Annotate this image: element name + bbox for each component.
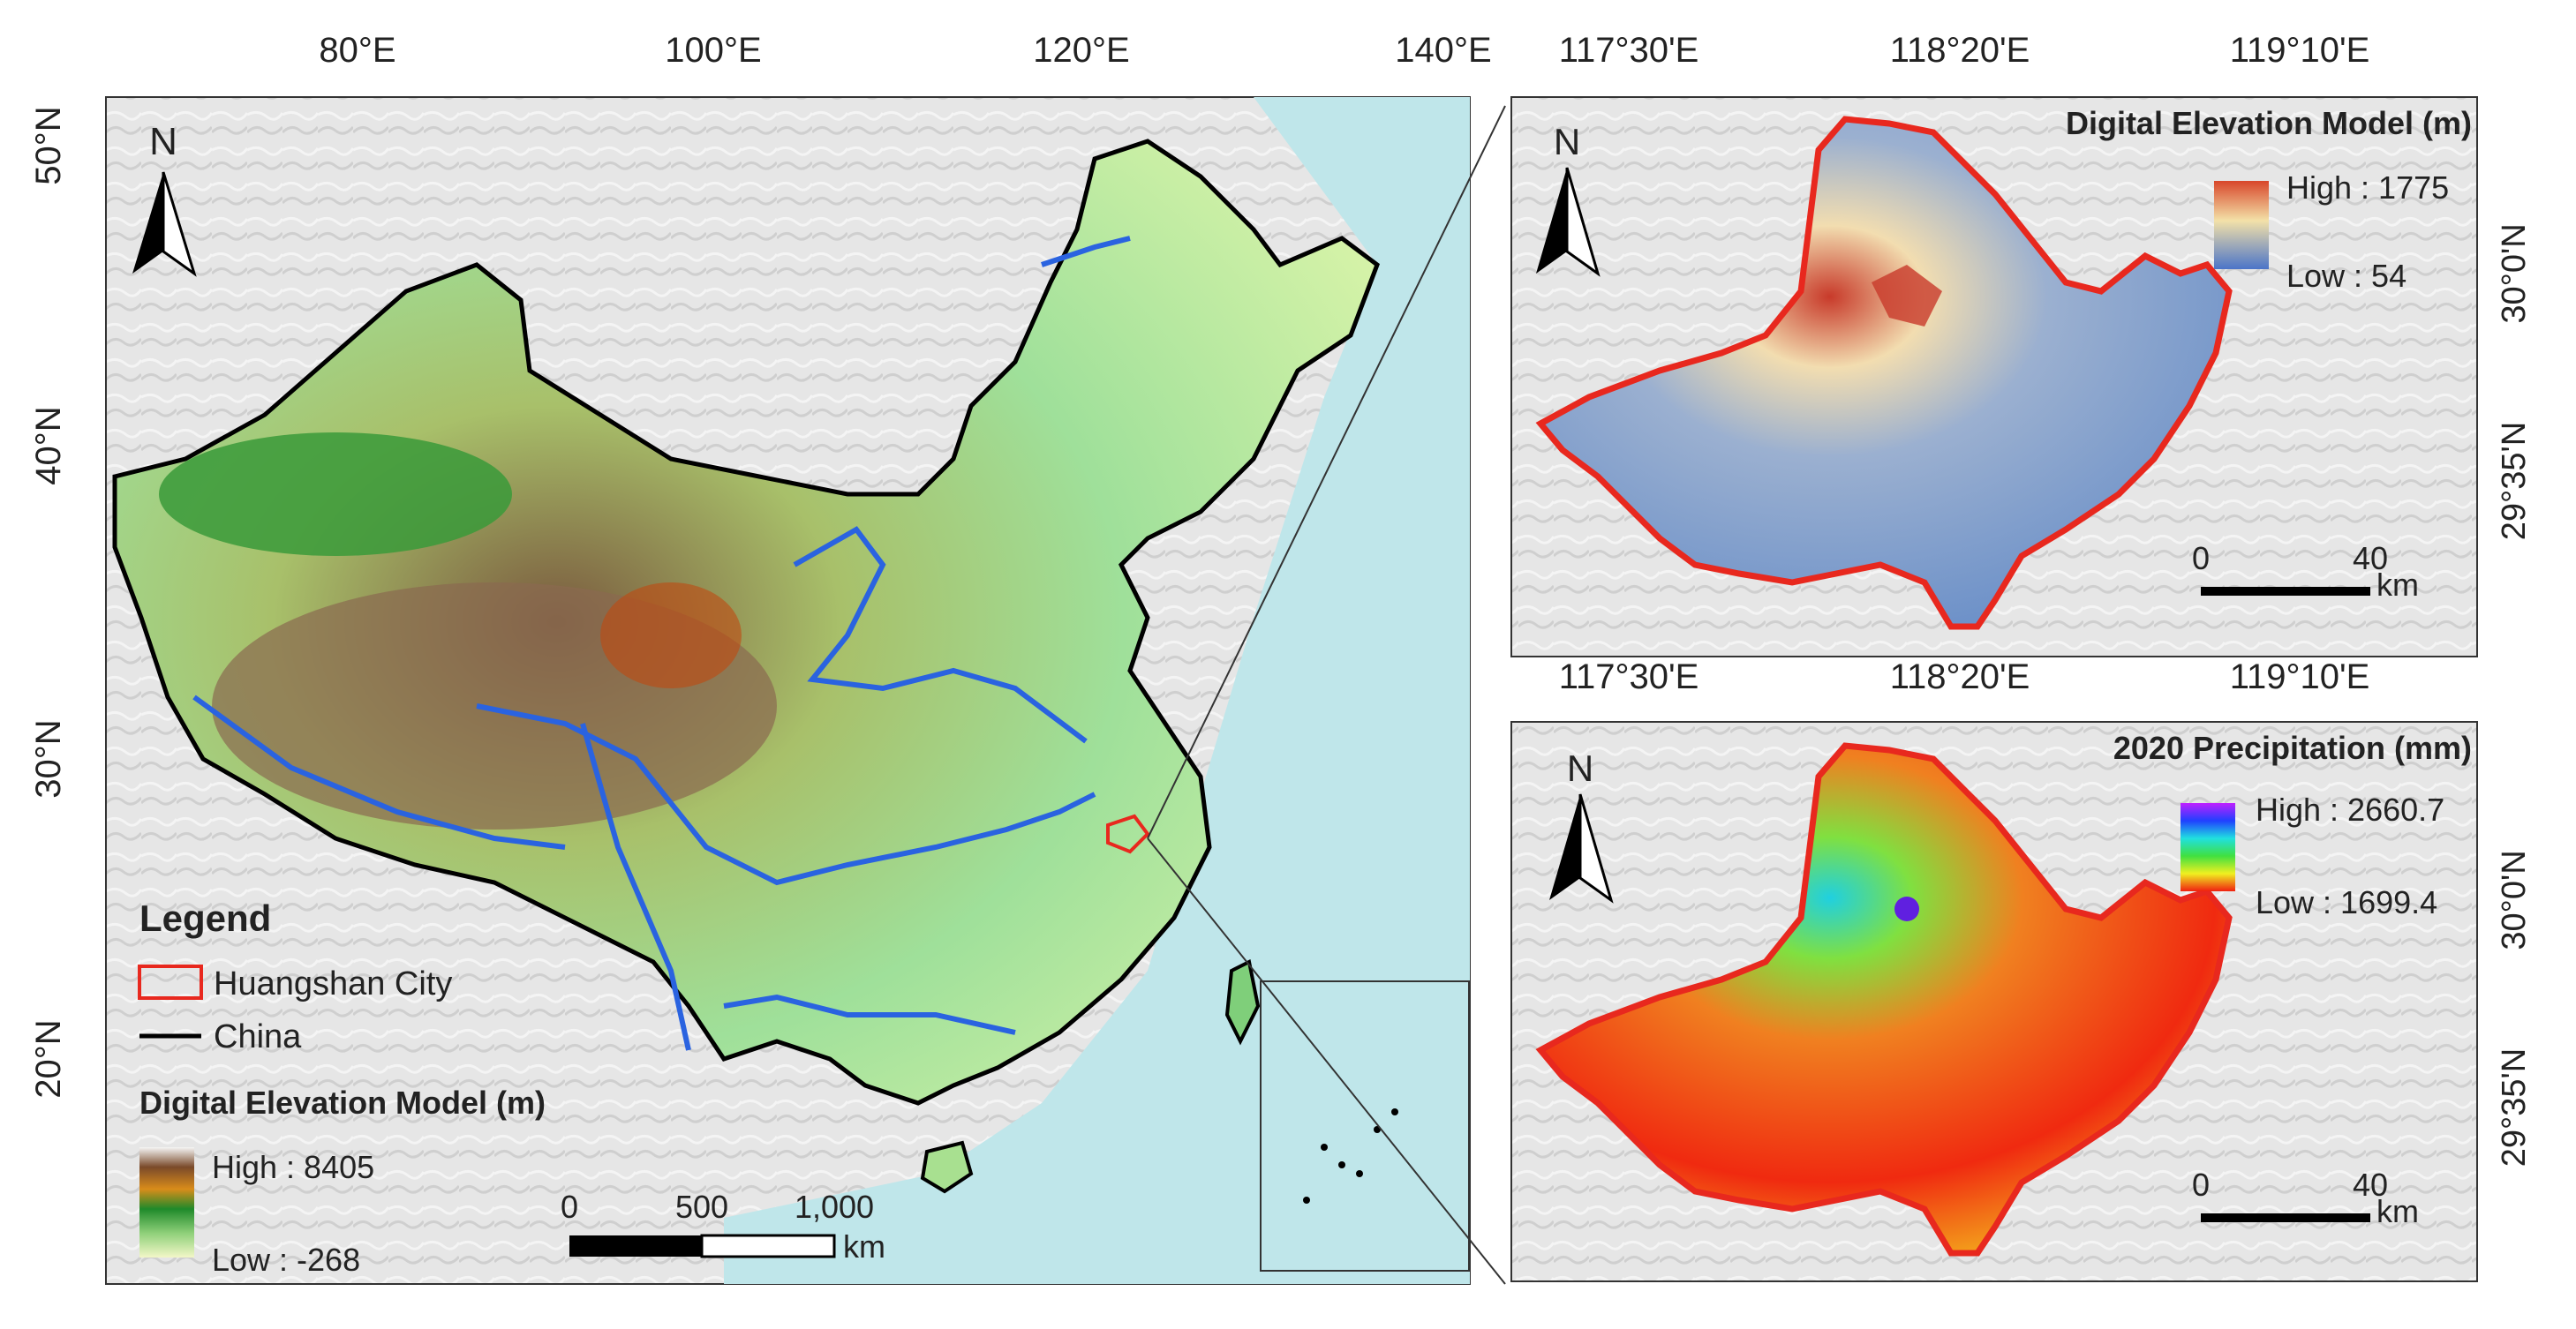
main-map: 80°E 100°E 120°E 140°E 50°N 40°N 30°N 20… xyxy=(29,31,1506,1285)
scale-label: 40 xyxy=(2353,1167,2388,1203)
south-china-sea-inset xyxy=(1260,980,1470,1272)
dem-right-tick: 30°0'N xyxy=(2496,223,2533,323)
scale-unit: km xyxy=(2376,567,2419,603)
dem-top-tick: 118°20'E xyxy=(1890,31,2030,70)
top-tick-label: 120°E xyxy=(1033,31,1129,70)
precip-top-tick: 117°30'E xyxy=(1559,657,1699,696)
precip-north-arrow: N xyxy=(1549,747,1614,904)
left-tick-label: 20°N xyxy=(29,1019,68,1098)
scale-label: 40 xyxy=(2353,540,2388,576)
precip-panel-title: 2020 Precipitation (mm) xyxy=(2113,730,2472,766)
tarim-basin xyxy=(159,432,512,556)
scale-label: 0 xyxy=(561,1189,578,1225)
north-arrow-right xyxy=(162,171,197,277)
scale-label: 500 xyxy=(675,1189,728,1225)
scale-segment xyxy=(2201,587,2370,596)
rivers xyxy=(192,236,1131,1051)
scale-unit: km xyxy=(2376,1193,2419,1229)
north-label: N xyxy=(1554,121,1580,162)
legend-city-label: Huangshan City xyxy=(214,965,452,1002)
dem-top-tick: 117°30'E xyxy=(1559,31,1699,70)
legend-dem-title: Digital Elevation Model (m) xyxy=(139,1085,546,1121)
scale-segment xyxy=(700,1234,836,1258)
dem-panel-title: Digital Elevation Model (m) xyxy=(2066,105,2472,141)
dem-ramp xyxy=(2214,181,2269,269)
legend: Legend Huangshan City China Digital Elev… xyxy=(138,897,546,1278)
river xyxy=(1041,236,1131,267)
precip-high-spot xyxy=(1894,897,1919,921)
top-tick-label: 80°E xyxy=(319,31,395,70)
dem-north-arrow: N xyxy=(1536,121,1601,277)
zoom-line xyxy=(1147,837,1506,1285)
precip-low: Low : 1699.4 xyxy=(2256,884,2437,920)
scale-segment xyxy=(569,1235,702,1257)
main-scale-bar: 0 500 1,000 km xyxy=(561,1189,885,1265)
left-tick-label: 30°N xyxy=(29,719,68,798)
dem-panel: 117°30'E 118°20'E 119°10'E 30°0'N 29°35'… xyxy=(1510,31,2533,657)
legend-dem-high: High : 8405 xyxy=(212,1149,374,1185)
precip-ramp xyxy=(2181,803,2235,891)
qaidam-region xyxy=(600,582,742,688)
dem-low: Low : 54 xyxy=(2286,258,2407,294)
dem-top-tick: 119°10'E xyxy=(2230,31,2370,70)
legend-city-swatch xyxy=(138,965,203,1000)
north-label: N xyxy=(1567,747,1593,789)
precip-right-tick: 29°35'N xyxy=(2496,1048,2533,1167)
dem-high: High : 1775 xyxy=(2286,169,2449,206)
hainan xyxy=(920,1140,974,1194)
precip-right-tick: 30°0'N xyxy=(2496,850,2533,950)
dem-right-tick: 29°35'N xyxy=(2496,422,2533,540)
north-arrow-left xyxy=(132,172,163,274)
huangshan-dem-shape xyxy=(1535,116,2233,630)
huangshan-city-marker xyxy=(1106,814,1150,854)
top-tick-label: 140°E xyxy=(1395,31,1491,70)
precip-top-tick: 118°20'E xyxy=(1890,657,2030,696)
north-label: N xyxy=(149,120,177,163)
river xyxy=(192,695,566,850)
precip-panel: 117°30'E 118°20'E 119°10'E 30°0'N 29°35'… xyxy=(1510,657,2533,1282)
dem-scale-bar: 0 40 km xyxy=(2192,540,2419,603)
north-arrow: N xyxy=(132,120,197,277)
precip-scale-bar: 0 40 km xyxy=(2192,1167,2419,1229)
left-tick-label: 40°N xyxy=(29,406,68,484)
scale-unit: km xyxy=(843,1228,885,1265)
legend-title: Legend xyxy=(139,897,271,939)
river xyxy=(580,723,691,1051)
taiwan xyxy=(1224,959,1261,1046)
scale-label: 0 xyxy=(2192,1167,2210,1203)
top-tick-label: 100°E xyxy=(665,31,761,70)
dem-high-peak xyxy=(1872,265,1942,327)
river xyxy=(476,703,1096,886)
river xyxy=(723,994,1016,1035)
legend-dem-ramp xyxy=(139,1147,194,1258)
scale-segment xyxy=(2201,1213,2370,1222)
legend-dem-low: Low : -268 xyxy=(212,1242,360,1278)
left-tick-label: 50°N xyxy=(29,106,68,184)
river xyxy=(793,526,1088,744)
huangshan-precip-shape xyxy=(1535,742,2233,1257)
zoom-line xyxy=(1147,105,1506,839)
precip-high: High : 2660.7 xyxy=(2256,792,2444,828)
precip-top-tick: 119°10'E xyxy=(2230,657,2370,696)
scale-label: 1,000 xyxy=(795,1189,874,1225)
china-landmass xyxy=(112,139,1380,1106)
scale-label: 0 xyxy=(2192,540,2210,576)
legend-china-label: China xyxy=(214,1018,302,1055)
